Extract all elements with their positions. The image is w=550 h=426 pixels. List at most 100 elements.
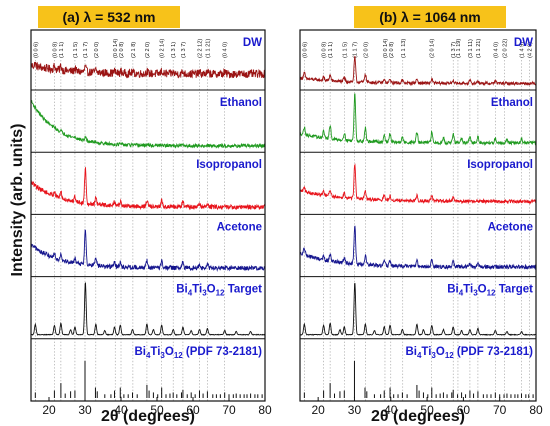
- series-label-pdf-s2: 3: [160, 351, 165, 360]
- series-label-acetone: Acetone: [488, 221, 533, 233]
- x-tick-label: 40: [384, 403, 398, 417]
- series-isopropanol: [30, 167, 266, 211]
- hkl-label: (2 0 8): [119, 42, 125, 58]
- panel-title-box: [38, 6, 180, 28]
- series-label-isopropanol: Isopropanol: [467, 159, 533, 171]
- hkl-label: (4 2 0): [527, 42, 533, 58]
- series-label-target-base: Bi: [176, 284, 188, 296]
- series-pdf: [34, 360, 263, 398]
- hkl-label: (2 0 0): [94, 42, 100, 58]
- series-label-pdf-mid2: O: [165, 346, 174, 358]
- hkl-label: (2 1 8): [131, 42, 137, 58]
- series-label-target-base: Bi: [447, 284, 459, 296]
- hkl-label: (1 1 1): [328, 42, 334, 58]
- series-label-pdf-s1: 4: [417, 351, 422, 360]
- series-label-pdf-s1: 4: [146, 351, 151, 360]
- hkl-label: (2 2 12): [197, 39, 203, 58]
- series-label-target-mid2: O: [478, 284, 487, 296]
- x-tick-label: 60: [457, 403, 471, 417]
- series-label-target-s1: 4: [188, 289, 193, 298]
- hkl-label: (1 3 7): [451, 42, 457, 58]
- panel-title: (b) λ = 1064 nm: [379, 9, 481, 25]
- x-tick-label: 20: [42, 403, 56, 417]
- xrd-trace: [30, 282, 266, 336]
- series-label-target: Bi4Ti3O12 Target: [176, 284, 262, 298]
- xrd-trace: [299, 225, 537, 271]
- hkl-label: (3 1 11): [468, 39, 474, 58]
- x-axis-title: 2θ (degrees): [101, 408, 195, 425]
- series-label-target-s1: 4: [459, 289, 464, 298]
- xrd-trace: [299, 93, 537, 147]
- x-tick-label: 60: [186, 403, 200, 417]
- panel-title: (a) λ = 532 nm: [63, 9, 156, 25]
- hkl-label: (0 2 14): [159, 39, 165, 58]
- series-isopropanol: [299, 163, 537, 205]
- hkl-label: (0 4 0): [493, 42, 499, 58]
- panel-a: (a) λ = 532 nm (0 0 6) (0 0 8) (1 1 1) (1 1 …: [30, 6, 272, 425]
- plot-frame: [299, 29, 537, 402]
- xrd-trace: [30, 167, 266, 211]
- series-target: [30, 282, 266, 336]
- hkl-label: (0 4 0): [223, 42, 229, 58]
- series-label-target-tail: Target: [496, 284, 534, 296]
- hkl-label: (0 0 14): [383, 39, 389, 58]
- panel-title-box: [354, 6, 506, 28]
- series-dw: [299, 55, 537, 87]
- xrd-trace: [30, 61, 266, 79]
- x-tick-label: 70: [222, 403, 236, 417]
- xrd-trace: [299, 282, 537, 336]
- xrd-trace: [30, 99, 266, 150]
- series-label-target-s2: 3: [202, 289, 207, 298]
- xrd-trace: [299, 163, 537, 205]
- series-label-ethanol: Ethanol: [491, 97, 533, 109]
- series-label-pdf-tail: (PDF 73-2181): [454, 346, 533, 358]
- series-label-target-s3: 12: [216, 289, 225, 298]
- x-tick-label: 70: [493, 403, 507, 417]
- y-axis-title: Intensity (arb. units): [9, 124, 26, 277]
- y-axis-title-text: Intensity (arb. units): [9, 124, 26, 277]
- series-label-pdf-mid1: Ti: [150, 346, 160, 358]
- hkl-label: (1 1 7): [352, 42, 358, 58]
- series-label-ethanol: Ethanol: [220, 97, 262, 109]
- series-label-target-s2: 3: [473, 289, 478, 298]
- series-label-pdf-s3: 12: [445, 351, 454, 360]
- series-label-target-mid2: O: [207, 284, 216, 296]
- x-tick-label: 50: [420, 403, 434, 417]
- series-dw: [30, 61, 266, 79]
- hkl-label: (2 2 0): [145, 42, 151, 58]
- hkl-label: (1 1 1): [59, 42, 65, 58]
- x-tick-label: 20: [311, 403, 325, 417]
- series-label-pdf-s2: 3: [431, 351, 436, 360]
- series-label-pdf: Bi4Ti3O12 (PDF 73-2181): [405, 346, 533, 360]
- series-label-pdf-tail: (PDF 73-2181): [183, 346, 262, 358]
- series-label-target-s3: 12: [487, 289, 496, 298]
- series-label-dw: DW: [243, 37, 262, 49]
- hkl-label: (2 0 22): [502, 39, 508, 58]
- hkl-label: (0 0 6): [33, 42, 39, 58]
- series-label-acetone: Acetone: [217, 221, 262, 233]
- hkl-label: (1 1 19): [456, 39, 462, 58]
- hkl-label: (0 0 8): [322, 42, 328, 58]
- hkl-label: (2 0 0): [363, 42, 369, 58]
- x-tick-label: 30: [78, 403, 92, 417]
- series-target: [299, 282, 537, 336]
- hkl-label: (1 1 13): [401, 39, 407, 58]
- series-acetone: [299, 225, 537, 271]
- x-tick-label: 30: [348, 403, 362, 417]
- hkl-label: (1 1 5): [73, 42, 79, 58]
- series-label-target-mid1: Ti: [463, 284, 473, 296]
- x-tick-label: 50: [150, 403, 164, 417]
- plot-frame: [30, 29, 266, 402]
- hkl-label: (1 1 7): [83, 42, 89, 58]
- series-label-target-tail: Target: [225, 284, 263, 296]
- series-pdf: [303, 360, 534, 398]
- panel-b: (b) λ = 1064 nm (0 0 6) (0 0 8) (1 1 1) (1 1…: [299, 6, 543, 425]
- hkl-label: (1 3 1): [171, 42, 177, 58]
- xrd-trace: [299, 55, 537, 87]
- hkl-label: (0 0 14): [113, 39, 119, 58]
- hkl-label: (2 0 14): [429, 39, 435, 58]
- hkl-label: (1 3 7): [181, 42, 187, 58]
- series-label-target-mid1: Ti: [192, 284, 202, 296]
- series-label-pdf-base: Bi: [405, 346, 417, 358]
